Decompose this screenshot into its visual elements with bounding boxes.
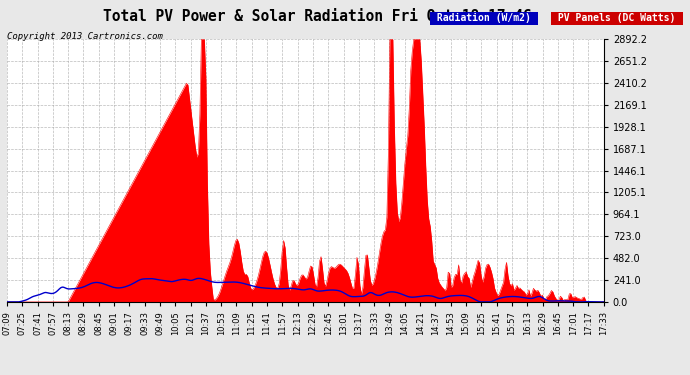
Text: PV Panels (DC Watts): PV Panels (DC Watts)	[552, 13, 681, 23]
Text: Radiation (W/m2): Radiation (W/m2)	[431, 13, 537, 23]
Text: Copyright 2013 Cartronics.com: Copyright 2013 Cartronics.com	[7, 32, 163, 41]
Text: Total PV Power & Solar Radiation Fri Oct 18 17:46: Total PV Power & Solar Radiation Fri Oct…	[103, 9, 532, 24]
